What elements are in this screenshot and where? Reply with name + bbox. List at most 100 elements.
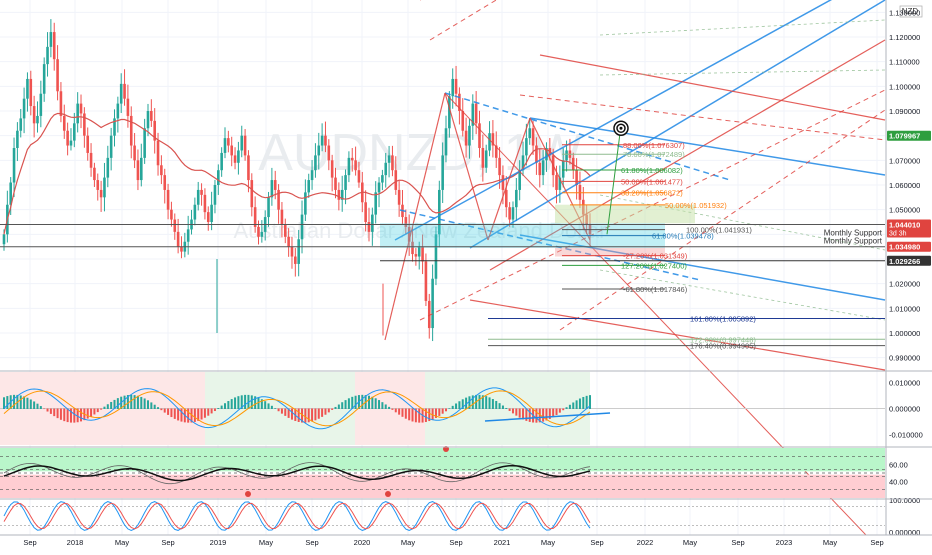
macd-histogram-bar xyxy=(317,408,320,419)
macd-histogram-bar xyxy=(250,395,253,409)
macd-histogram-bar xyxy=(29,399,32,409)
macd-histogram-bar xyxy=(528,408,531,422)
macd-histogram-bar xyxy=(448,408,451,409)
candle-body xyxy=(136,160,140,181)
candle-body xyxy=(2,234,6,245)
macd-histogram-bar xyxy=(458,401,461,409)
candle-body xyxy=(367,222,371,232)
candle-body xyxy=(76,103,79,124)
candle-body xyxy=(213,185,217,205)
macd-histogram-bar xyxy=(240,395,243,409)
candle-body xyxy=(538,162,542,176)
candle-body xyxy=(471,103,475,126)
price-badge-s2 xyxy=(887,255,931,266)
macd-histogram-bar xyxy=(277,408,280,412)
macd-histogram-bar xyxy=(80,408,83,422)
candle-body xyxy=(240,135,244,151)
macd-histogram-bar xyxy=(434,408,437,418)
candle-body xyxy=(491,133,495,146)
candle-body xyxy=(146,111,150,129)
price-tick-label: 1.110000 xyxy=(889,58,920,67)
trend-line xyxy=(489,39,886,271)
candle-body xyxy=(79,103,83,114)
candle-body xyxy=(411,241,414,255)
macd-histogram-bar xyxy=(548,408,551,419)
macd-histogram-bar xyxy=(100,408,103,410)
candle-body xyxy=(46,46,49,65)
candle-body xyxy=(515,189,518,208)
candle-body xyxy=(22,98,26,119)
macd-histogram-bar xyxy=(59,408,62,420)
macd-histogram-bar xyxy=(23,396,26,409)
macd-histogram-bar xyxy=(481,395,484,409)
rsi-panel xyxy=(0,446,885,498)
candle-body xyxy=(444,128,448,156)
macd-histogram-bar xyxy=(39,406,42,409)
macd-histogram-bar xyxy=(578,398,581,409)
macd-histogram-bar xyxy=(341,402,344,409)
macd-histogram-bar xyxy=(270,405,273,409)
macd-histogram-bar xyxy=(227,401,230,409)
macd-histogram-bar xyxy=(36,403,39,409)
macd-histogram-bar xyxy=(143,398,146,409)
time-tick-label: 2019 xyxy=(210,538,227,547)
trend-line xyxy=(469,299,886,371)
fib-level-label: 61.80%(1.066082) xyxy=(621,166,683,175)
trend-line xyxy=(444,92,489,241)
macd-histogram-bar xyxy=(361,394,364,409)
macd-histogram-bar xyxy=(552,408,555,418)
candle-body xyxy=(427,300,431,329)
indicator-tick-label: 40.00 xyxy=(889,477,908,486)
candle-body xyxy=(421,246,424,262)
macd-histogram-bar xyxy=(267,403,270,409)
candle-body xyxy=(300,214,304,240)
trend-line xyxy=(469,0,886,249)
macd-histogram-bar xyxy=(197,408,200,421)
fib-level-label: 50.00%(1.051932) xyxy=(665,201,727,210)
macd-histogram-bar xyxy=(525,408,528,421)
candle-body xyxy=(508,207,511,220)
macd-histogram-bar xyxy=(401,408,404,417)
price-tick-label: 1.100000 xyxy=(889,82,920,91)
macd-histogram-bar xyxy=(411,408,414,422)
macd-histogram-bar xyxy=(575,400,578,409)
candle-body xyxy=(26,78,29,99)
macd-histogram-bar xyxy=(230,399,233,409)
macd-histogram-bar xyxy=(451,405,454,409)
candle-body xyxy=(558,177,562,190)
macd-histogram-bar xyxy=(337,404,340,409)
candle-body xyxy=(227,138,230,146)
macd-histogram-bar xyxy=(13,394,16,409)
macd-histogram-bar xyxy=(76,408,79,423)
candle-body xyxy=(501,175,505,190)
candle-body xyxy=(42,64,46,94)
candle-body xyxy=(36,115,39,124)
candle-body xyxy=(484,150,488,168)
time-tick-label: May xyxy=(115,538,129,547)
currency-box xyxy=(899,5,923,18)
time-tick-label: Sep xyxy=(449,538,462,547)
trend-line xyxy=(487,117,531,241)
macd-histogram-bar xyxy=(498,403,501,409)
macd-histogram-bar xyxy=(6,396,9,409)
time-tick-label: Sep xyxy=(590,538,603,547)
indicator-tick-label: -0.010000 xyxy=(889,431,923,440)
macd-histogram-bar xyxy=(116,398,119,409)
macd-histogram-bar xyxy=(90,408,93,417)
price-badge-last xyxy=(887,130,931,141)
macd-histogram-bar xyxy=(515,408,518,416)
macd-histogram-bar xyxy=(297,408,300,422)
candle-body xyxy=(478,123,481,148)
fibonacci-group: 88.00%(1.076307)78.60%(1.072489) 61.80%(1… xyxy=(488,141,885,351)
candle-body xyxy=(280,209,284,225)
macd-histogram-bar xyxy=(130,394,133,409)
candle-body xyxy=(257,226,260,237)
candle-body xyxy=(555,175,558,190)
candle-body xyxy=(565,150,568,161)
macd-histogram-bar xyxy=(257,397,260,409)
macd-histogram-bar xyxy=(19,395,22,409)
macd-histogram-bar xyxy=(461,399,464,409)
price-tick-label: 1.020000 xyxy=(889,280,920,289)
candle-body xyxy=(277,189,280,210)
